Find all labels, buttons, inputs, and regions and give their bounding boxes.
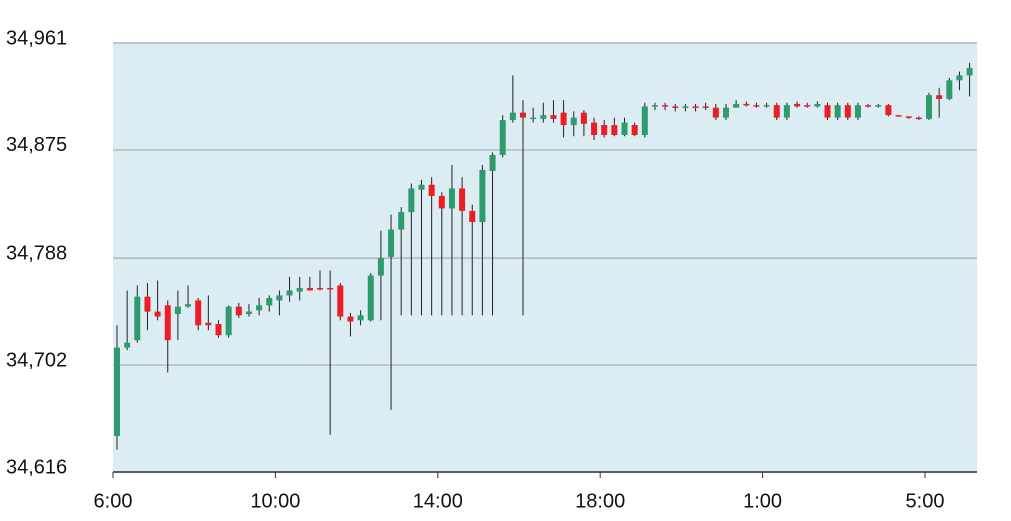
candle-body <box>174 306 181 315</box>
candle-body <box>306 287 313 291</box>
candle-body <box>743 103 750 106</box>
candle-body <box>956 75 963 81</box>
candle-body <box>296 287 303 292</box>
candle-body <box>540 115 547 119</box>
candle-body <box>712 107 719 118</box>
x-tick-label: 6:00 <box>94 490 133 512</box>
candle-body <box>489 154 496 172</box>
candle-body <box>804 105 811 107</box>
candle-body <box>367 275 374 321</box>
candle-body <box>641 106 648 136</box>
candle-body <box>317 287 323 290</box>
candle-body <box>601 125 608 136</box>
candle-body <box>824 105 831 118</box>
candle-body <box>763 105 770 107</box>
candle-body <box>631 125 638 136</box>
candle-body <box>570 117 577 126</box>
candle-body <box>753 105 760 107</box>
candle-body <box>844 105 851 118</box>
candle-body <box>915 117 922 120</box>
y-tick-label: 34,875 <box>6 134 67 156</box>
y-tick-label: 34,788 <box>6 242 67 264</box>
candle-body <box>256 305 263 311</box>
candle-body <box>154 311 161 317</box>
candle-body <box>205 322 212 326</box>
candle-body <box>773 105 780 118</box>
candle-body <box>428 184 435 196</box>
candle-body <box>723 107 729 118</box>
y-tick-label: 34,961 <box>6 27 67 49</box>
candle-body <box>388 229 395 257</box>
candle-body <box>854 105 861 118</box>
candle-body <box>124 342 131 348</box>
candle-body <box>520 112 526 118</box>
candle-body <box>580 112 587 124</box>
candle-body <box>865 105 872 107</box>
candle-body <box>438 195 445 209</box>
candle-body <box>418 184 425 190</box>
candle-body <box>469 210 476 223</box>
candle-body <box>144 296 151 312</box>
candle-body <box>286 290 293 296</box>
candle-body <box>377 258 384 276</box>
candle-body <box>499 120 506 155</box>
candle-body <box>692 106 699 108</box>
candle-body <box>651 105 658 107</box>
x-tick-label: 10:00 <box>250 490 300 512</box>
candle-body <box>702 106 709 108</box>
candle-body <box>905 116 912 118</box>
candle-body <box>591 122 598 136</box>
candle-body <box>966 67 973 76</box>
candle-body <box>337 285 344 317</box>
y-tick-label: 34,702 <box>6 349 67 371</box>
candle-body <box>509 112 516 121</box>
x-tick-label: 5:00 <box>906 490 945 512</box>
candle-body <box>611 125 618 136</box>
candle-body <box>672 106 679 108</box>
candle-body <box>235 306 242 316</box>
candle-body <box>662 105 669 107</box>
candle-body <box>682 106 689 108</box>
candle-body <box>398 212 405 230</box>
candle-body <box>875 105 882 107</box>
candle-body <box>530 117 537 120</box>
candle-body <box>794 103 801 107</box>
candle-body <box>459 188 466 211</box>
candle-body <box>885 105 892 116</box>
candle-body <box>327 287 334 290</box>
candle-body <box>215 324 222 336</box>
candle-body <box>733 103 740 108</box>
candle-body <box>276 295 283 301</box>
candle-body <box>621 122 628 136</box>
plot-area <box>113 43 977 472</box>
candle-body <box>936 95 943 99</box>
candle-body <box>134 296 141 341</box>
candle-body <box>408 188 415 213</box>
candle-body <box>479 169 486 223</box>
y-tick-label: 34,616 <box>6 456 67 478</box>
candle-body <box>164 305 171 341</box>
candle-body <box>266 297 273 306</box>
candle-body <box>834 105 841 118</box>
x-tick-label: 1:00 <box>743 490 782 512</box>
candle-body <box>895 115 902 117</box>
candle-body <box>347 316 354 322</box>
x-tick-label: 18:00 <box>575 490 625 512</box>
candle-body <box>448 188 455 209</box>
candle-body <box>185 304 192 307</box>
candle-body <box>357 315 364 321</box>
candle-body <box>195 300 202 326</box>
candle-body <box>926 95 932 119</box>
candle-body <box>550 115 557 119</box>
candle-body <box>946 80 953 99</box>
candle-body <box>814 103 821 107</box>
x-tick-label: 14:00 <box>413 490 463 512</box>
candle-body <box>245 311 252 315</box>
candle-body <box>225 306 232 336</box>
candle-body <box>560 112 567 126</box>
candle-body <box>783 105 790 118</box>
candle-body <box>114 347 120 436</box>
